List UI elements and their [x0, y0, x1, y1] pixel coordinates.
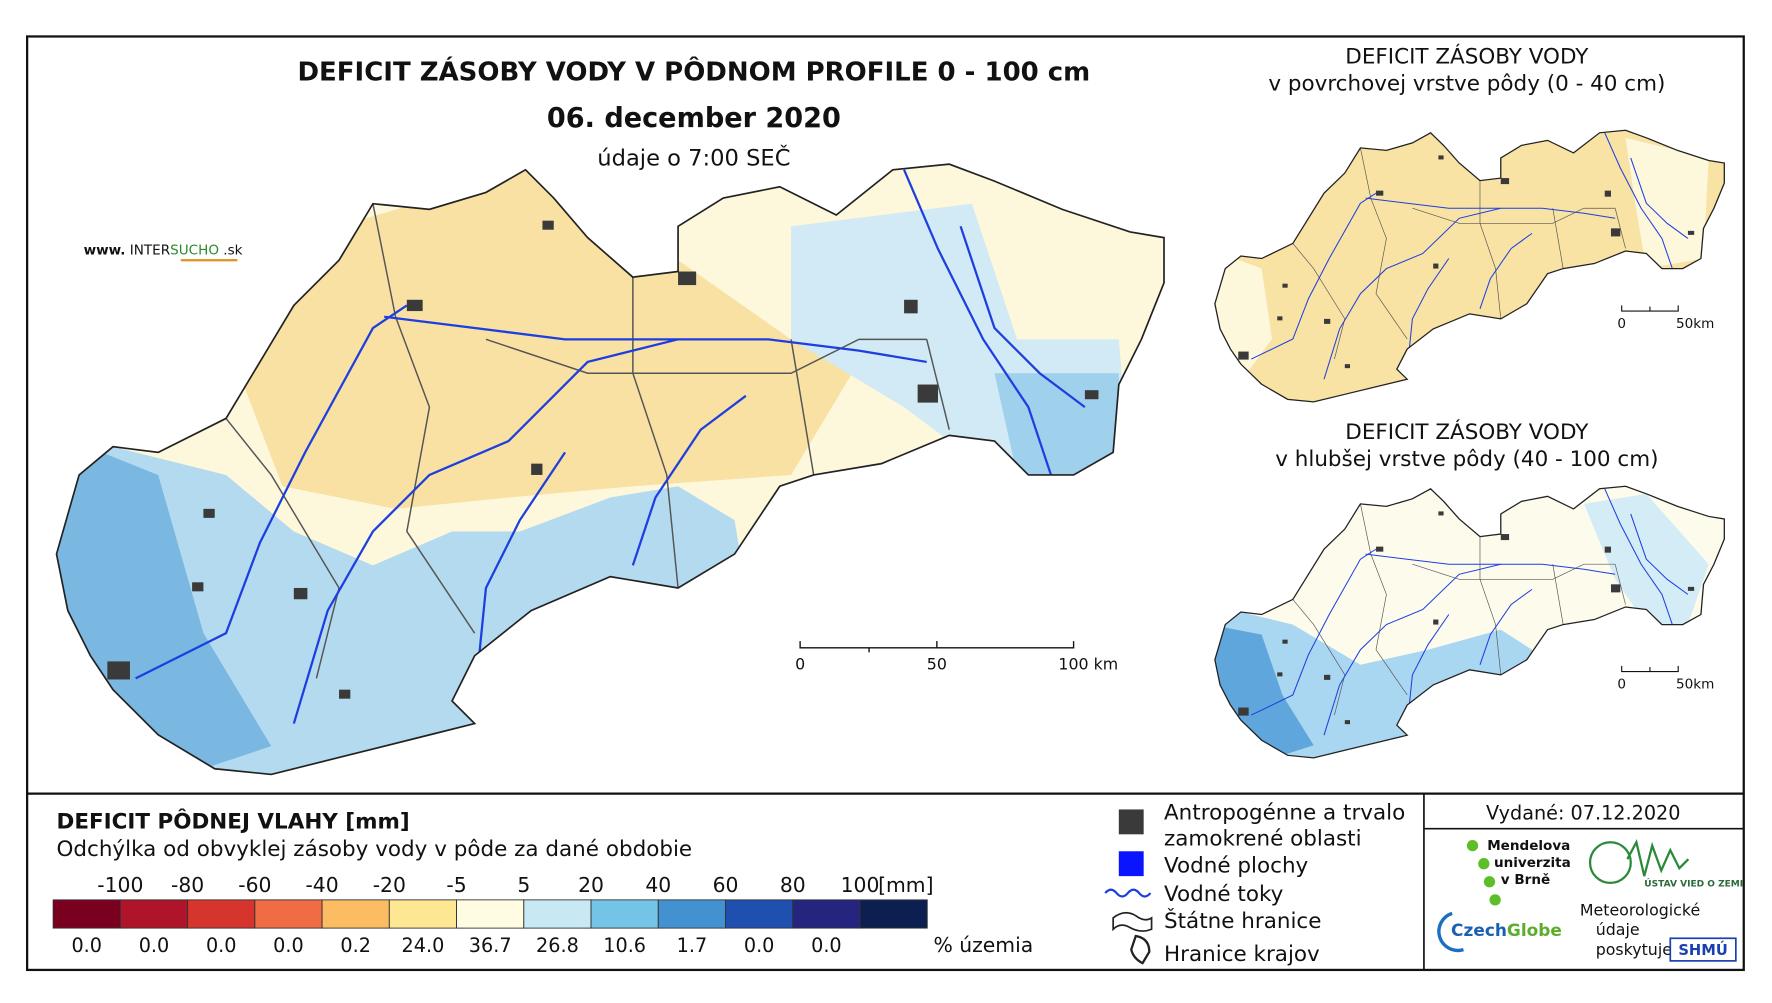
logo-text: údaje: [1596, 920, 1640, 939]
key-label: Hranice krajov: [1164, 942, 1320, 967]
logo-text: poskytuje:: [1596, 940, 1678, 959]
break-label: -20: [373, 873, 406, 897]
color-box: [456, 899, 525, 929]
logo-mendel: [1466, 839, 1501, 906]
inset-subtitle: v hlubšej vrstve pôdy (40 - 100 cm): [1275, 447, 1658, 472]
scale-label: 0: [795, 654, 805, 673]
color-box: [657, 899, 726, 929]
title: DEFICIT ZÁSOBY VODY V PÔDNOM PROFILE 0 -…: [297, 56, 1090, 88]
color-box: [187, 899, 256, 929]
main-scale-bar: [799, 641, 1075, 653]
share-value: 0.0: [811, 934, 842, 957]
color-box: [859, 899, 928, 929]
logo-ustav: [1588, 839, 1690, 885]
issued: Vydané: 07.12.2020: [1486, 802, 1680, 825]
break-label: -80: [171, 873, 204, 897]
break-label: -40: [305, 873, 338, 897]
inset-title: DEFICIT ZÁSOBY VODY: [1345, 419, 1589, 445]
share-value: 0.0: [71, 934, 102, 957]
share-value: 0.0: [206, 934, 237, 957]
inset-scale-bar: [1621, 305, 1679, 312]
color-box: [590, 899, 659, 929]
scale-label: 50km: [1676, 316, 1714, 332]
scale-label: 0: [1617, 677, 1626, 693]
share-value: 26.8: [536, 934, 579, 957]
break-label: 100: [841, 873, 880, 897]
date: 06. december 2020: [547, 103, 841, 134]
color-box: [523, 899, 592, 929]
break-label: 5: [517, 873, 530, 897]
key-label: Vodné plochy: [1164, 854, 1309, 879]
share-value: 0.0: [139, 934, 170, 957]
key-label: Antropogénne a trvalo: [1164, 801, 1405, 826]
break-label: 20: [578, 873, 604, 897]
key-label: Štátne hranice: [1164, 908, 1321, 934]
share-label: % územia: [933, 933, 1033, 957]
break-label: 40: [645, 873, 671, 897]
logo-text: Mendelova: [1487, 838, 1570, 854]
logo-text: v Brně: [1501, 872, 1550, 888]
logo-text: CzechGlobe: [1451, 920, 1562, 940]
logo-text: ÚSTAV VIED O ZEMI: [1644, 877, 1743, 889]
share-value: 0.0: [273, 934, 304, 957]
note: údaje o 7:00 SEČ: [597, 143, 790, 171]
color-box: [388, 899, 458, 929]
legend-subtitle: Odchýlka od obvyklej zásoby vody v pôde …: [57, 837, 693, 862]
website: www. INTERSUCHO .sk: [84, 243, 243, 259]
color-box: [52, 899, 121, 929]
scale-label: 100 km: [1058, 654, 1118, 673]
color-box: [725, 899, 794, 929]
inset-title: DEFICIT ZÁSOBY VODY: [1345, 44, 1589, 70]
share-value: 10.6: [603, 934, 646, 957]
color-box: [119, 899, 189, 929]
break-label: 80: [780, 873, 806, 897]
unit-label: [mm]: [878, 873, 933, 897]
logo-shmu: [1669, 937, 1737, 962]
logo-czechglobe: [1437, 911, 1464, 953]
logo-text: SHMÚ: [1678, 941, 1727, 959]
break-label: -60: [238, 873, 271, 897]
key-label: zamokrené oblasti: [1164, 827, 1362, 852]
break-label: 60: [713, 873, 739, 897]
share-value: 0.0: [744, 934, 775, 957]
inset-subtitle: v povrchovej vrstve pôdy (0 - 40 cm): [1268, 72, 1665, 97]
key: [1104, 809, 1153, 965]
scale-label: 50: [927, 654, 947, 673]
color-box: [321, 899, 390, 929]
scale-label: 0: [1617, 316, 1626, 332]
scale-label: 50km: [1676, 677, 1714, 693]
color-box: [792, 899, 861, 929]
share-value: 0.2: [340, 934, 371, 957]
logo-text: univerzita: [1494, 855, 1571, 871]
key-label: Vodné toky: [1164, 882, 1284, 907]
color-scale: -100 -80 -60 -40 -20 -5 5 20 40 60 80 100[mm] 0.0 0.0…: [52, 873, 934, 957]
break-label: -5: [446, 873, 466, 897]
logo-text: Meteorologické: [1580, 901, 1700, 920]
legend-title: DEFICIT PÔDNEJ VLAHY [mm]: [57, 809, 410, 835]
share-value: 1.7: [677, 934, 708, 957]
break-label: -100: [97, 873, 143, 897]
inset-scale-bar: [1621, 665, 1679, 673]
share-value: 24.0: [402, 934, 445, 957]
color-box: [254, 899, 323, 929]
share-value: 36.7: [469, 934, 512, 957]
